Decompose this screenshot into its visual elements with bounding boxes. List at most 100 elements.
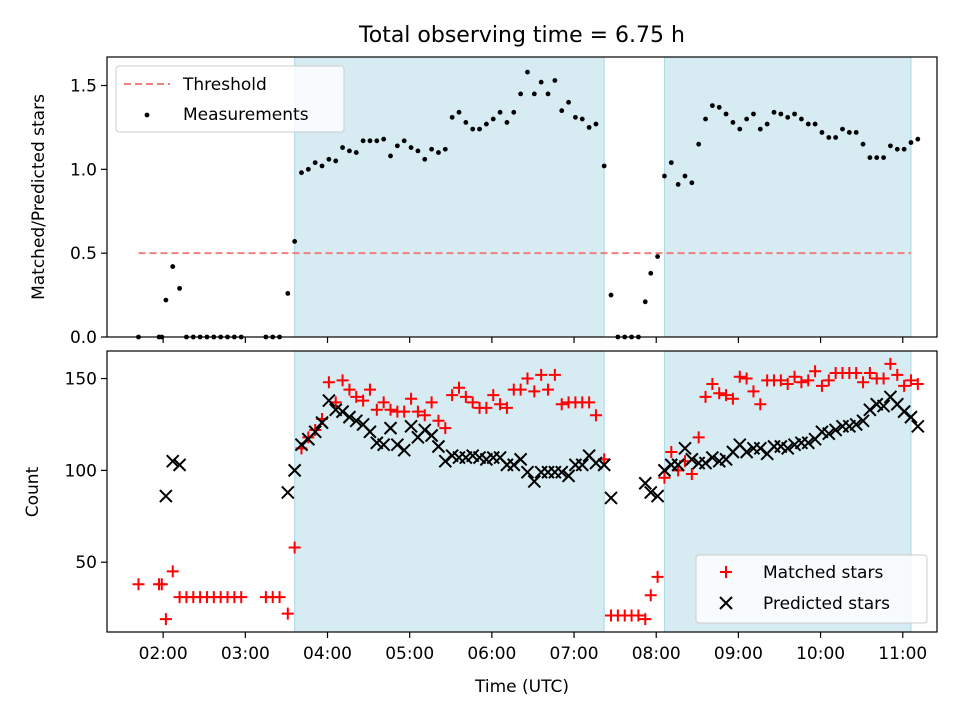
matched-star-point bbox=[740, 372, 753, 385]
x-tick-label: 09:00 bbox=[714, 644, 763, 664]
matched-star-point bbox=[754, 398, 767, 411]
x-tick-label: 04:00 bbox=[303, 644, 352, 664]
matched-star-point bbox=[132, 578, 145, 591]
matched-star-point bbox=[904, 374, 917, 387]
predicted-star-point bbox=[555, 465, 569, 479]
predicted-star-point bbox=[308, 425, 322, 439]
legend-measurements-swatch bbox=[144, 112, 150, 118]
matched-star-point bbox=[706, 378, 719, 391]
y-tick-label: 100 bbox=[65, 461, 97, 481]
matched-star-point bbox=[528, 385, 541, 398]
measurement-point bbox=[799, 116, 804, 122]
measurement-point bbox=[483, 121, 489, 127]
measurement-point bbox=[675, 182, 681, 187]
matched-star-point bbox=[384, 403, 397, 416]
y-tick-label: 1.5 bbox=[70, 77, 97, 97]
measurement-point bbox=[689, 180, 695, 186]
measurement-point bbox=[388, 153, 393, 159]
matched-star-point bbox=[583, 396, 596, 409]
top-shaded-intervals bbox=[294, 56, 912, 338]
predicted-star-point bbox=[376, 437, 391, 452]
top-x-axis-ticks bbox=[162, 337, 904, 343]
matched-star-point bbox=[644, 589, 657, 602]
matched-star-point bbox=[439, 422, 452, 435]
measurement-point bbox=[601, 163, 607, 169]
matched-star-point bbox=[235, 591, 248, 604]
matched-star-point bbox=[466, 396, 479, 409]
x-tick-label: 02:00 bbox=[139, 644, 188, 664]
measurement-point bbox=[764, 121, 770, 127]
matched-star-point bbox=[726, 392, 739, 405]
measurement-point bbox=[312, 160, 318, 166]
predicted-star-point bbox=[911, 419, 925, 434]
matched-star-point bbox=[850, 367, 863, 380]
predicted-star-point bbox=[575, 458, 589, 472]
measurement-point bbox=[682, 173, 688, 179]
matched-star-point bbox=[350, 390, 363, 403]
matched-star-point bbox=[377, 396, 390, 409]
matched-star-point bbox=[343, 383, 356, 396]
measurement-point bbox=[305, 166, 311, 172]
measurement-point bbox=[319, 163, 325, 169]
measurement-point bbox=[497, 109, 503, 115]
measurement-point bbox=[353, 150, 359, 155]
predicted-star-point bbox=[363, 425, 377, 439]
matched-star-point bbox=[480, 401, 493, 414]
measurement-point bbox=[333, 158, 339, 164]
matched-star-point bbox=[370, 403, 383, 416]
matched-star-point bbox=[494, 398, 507, 411]
x-tick-label: 05:00 bbox=[385, 644, 434, 664]
predicted-star-point bbox=[589, 456, 603, 470]
legend-predicted-label: Predicted stars bbox=[763, 594, 890, 614]
y-tick-label: 0.5 bbox=[70, 244, 97, 264]
matched-star-point bbox=[309, 423, 322, 436]
matched-star-point bbox=[159, 613, 172, 626]
matched-star-point bbox=[155, 578, 168, 591]
measurement-point bbox=[648, 270, 654, 276]
predicted-star-point bbox=[801, 436, 815, 450]
matched-star-point bbox=[692, 431, 705, 444]
matched-star-point bbox=[884, 357, 897, 370]
predicted-star-point bbox=[159, 489, 173, 503]
legend-matched-swatch bbox=[720, 566, 732, 578]
top-plot-frame bbox=[106, 56, 938, 338]
matched-star-point bbox=[809, 365, 822, 378]
measurement-point bbox=[586, 125, 592, 130]
matched-star-point bbox=[542, 383, 555, 396]
matched-star-point bbox=[733, 370, 746, 383]
predicted-star-point bbox=[513, 452, 528, 467]
matched-stars-points bbox=[132, 357, 924, 626]
matched-star-point bbox=[166, 565, 179, 578]
measurement-point bbox=[429, 146, 435, 152]
matched-star-point bbox=[357, 394, 370, 407]
predicted-star-point bbox=[856, 414, 870, 428]
legend-measurements-label: Measurements bbox=[183, 105, 309, 125]
measurement-point bbox=[545, 91, 551, 97]
x-tick-label: 10:00 bbox=[796, 644, 845, 664]
predicted-star-point bbox=[781, 441, 795, 456]
measurement-point bbox=[477, 126, 482, 132]
top-measurement-points bbox=[136, 69, 921, 340]
predicted-star-point bbox=[383, 421, 398, 435]
x-axis-label: Time (UTC) bbox=[474, 677, 569, 697]
predicted-star-point bbox=[685, 452, 699, 467]
x-tick-label: 06:00 bbox=[467, 644, 516, 664]
matched-star-point bbox=[281, 607, 294, 620]
predicted-star-point bbox=[644, 485, 658, 500]
predicted-star-point bbox=[828, 423, 843, 437]
predicted-star-point bbox=[315, 415, 329, 430]
matched-star-point bbox=[891, 368, 904, 381]
matched-star-point bbox=[898, 379, 911, 392]
measurement-point bbox=[819, 130, 825, 135]
measurement-point bbox=[463, 119, 469, 125]
measurement-point bbox=[874, 155, 880, 160]
measurement-point bbox=[785, 114, 791, 120]
measurement-point bbox=[177, 285, 182, 291]
predicted-star-point bbox=[322, 393, 336, 408]
matched-star-point bbox=[418, 409, 431, 422]
measurement-point bbox=[888, 143, 893, 149]
measurement-point bbox=[709, 103, 715, 109]
measurement-point bbox=[716, 104, 722, 110]
measurement-point bbox=[442, 146, 448, 152]
x-tick-label: 03:00 bbox=[221, 644, 270, 664]
